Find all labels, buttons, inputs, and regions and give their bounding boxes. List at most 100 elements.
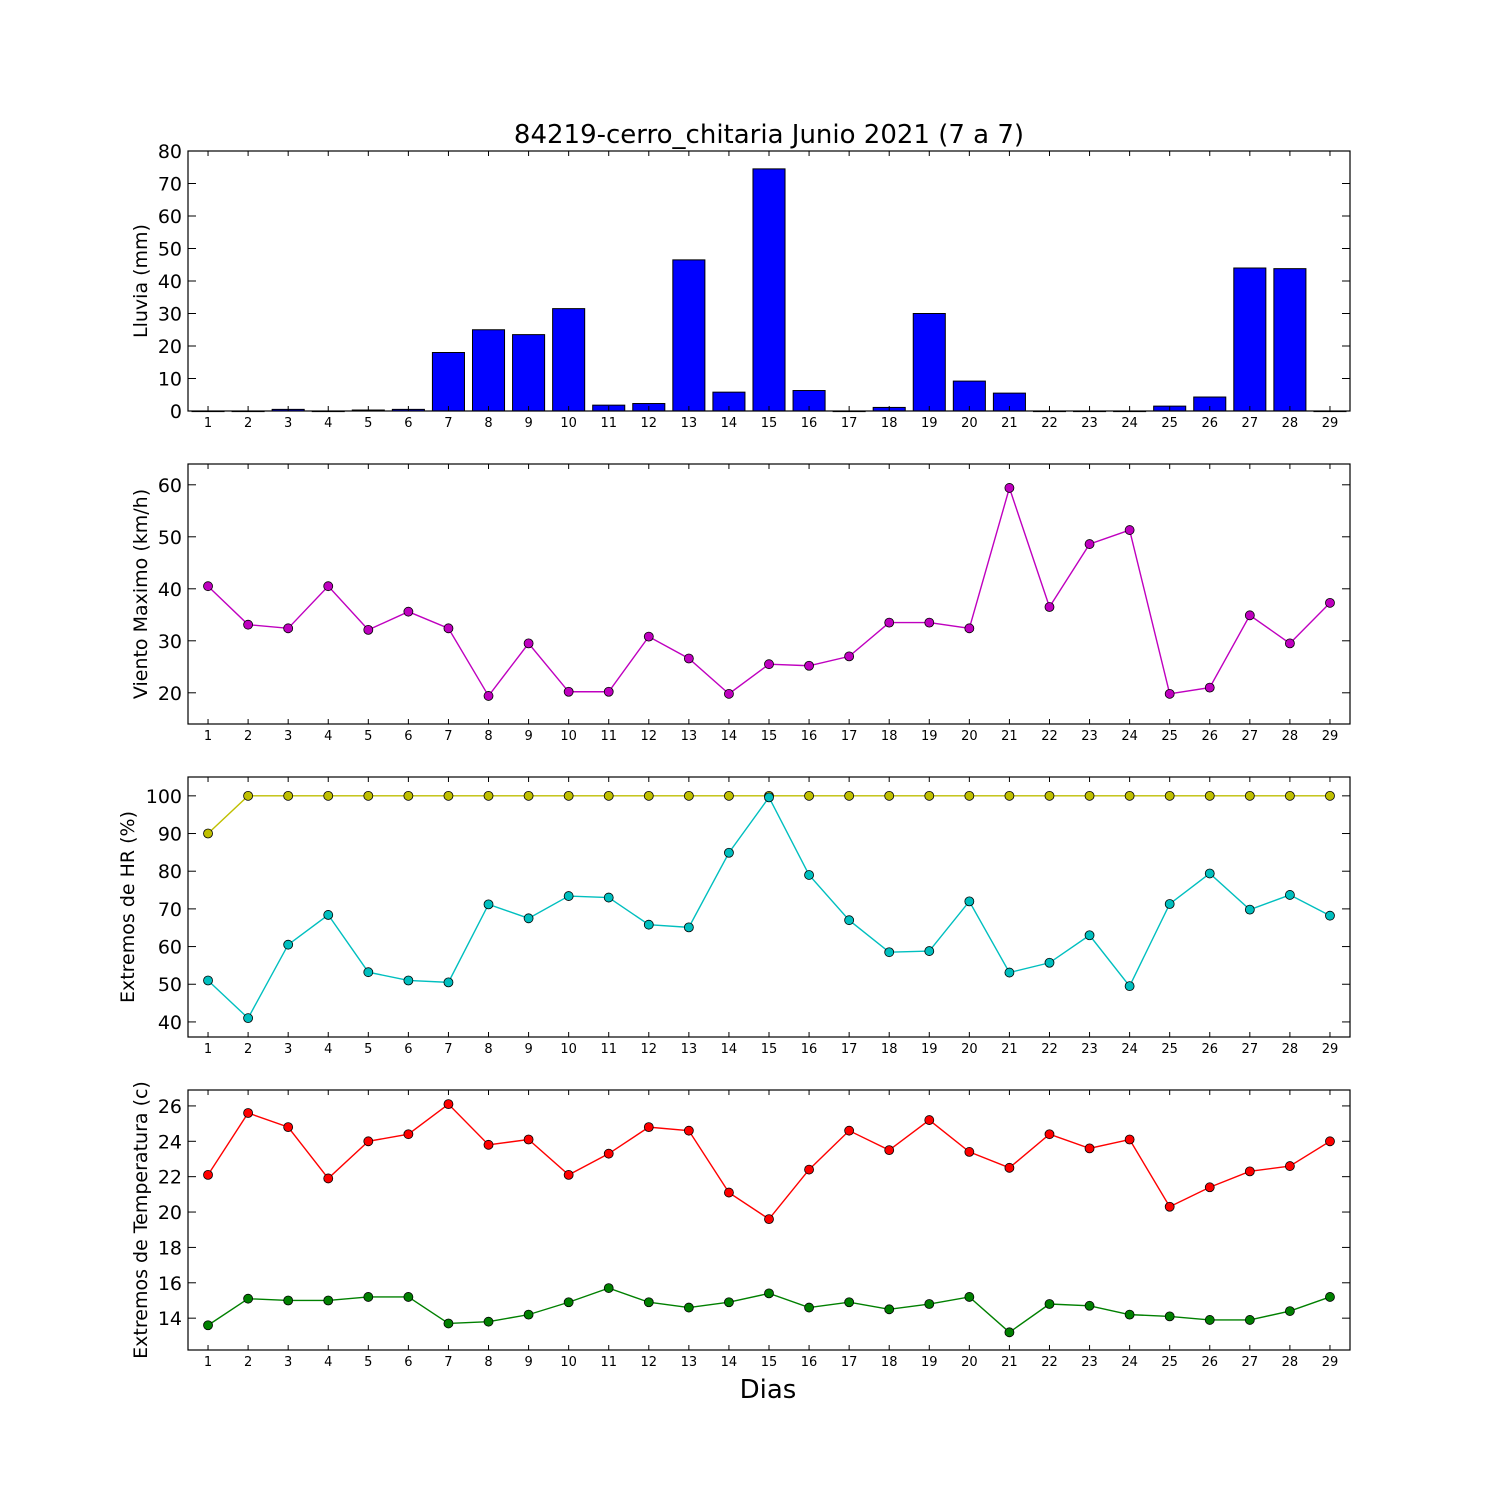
data-point-s2-day-27	[1244, 1315, 1255, 1325]
y-tick-label: 20	[158, 683, 182, 705]
x-tick-label: 11	[600, 1042, 617, 1057]
data-point-s1-day-13	[683, 653, 694, 664]
chart-title: 84219-cerro_chitaria Junio 2021 (7 a 7)	[514, 120, 1024, 150]
data-point-s1-day-28	[1284, 790, 1295, 801]
data-point-s2-day-14	[724, 1297, 734, 1308]
x-tick-label: 21	[1001, 416, 1018, 431]
x-tick-label: 14	[721, 1042, 738, 1057]
x-tick-label: 19	[921, 1355, 938, 1370]
y-axis-label: Extremos de HR (%)	[117, 811, 139, 1003]
data-point-s2-day-26	[1204, 868, 1215, 879]
data-point-s2-day-27	[1244, 904, 1255, 915]
x-tick-label: 15	[761, 416, 778, 431]
x-axis-label: Dias	[740, 1375, 797, 1405]
data-point-s1-day-17	[844, 1125, 855, 1136]
y-tick-label: 30	[158, 304, 182, 326]
x-tick-label: 5	[364, 1355, 372, 1370]
y-axis-label: Lluvia (mm)	[130, 224, 152, 338]
data-point-s1-day-25	[1164, 790, 1175, 801]
x-tick-label: 4	[324, 1042, 332, 1057]
data-point-s2-day-20	[964, 896, 975, 907]
y-tick-label: 30	[158, 631, 182, 653]
data-point-s1-day-23	[1084, 790, 1095, 801]
chart-panel-1: 1 2 3 4 5 6 7 8 9 10 11 12 13 14 15 16 17 18 19 20 21 22 23 24 2…	[130, 141, 1351, 431]
data-point-s2-day-21	[1004, 1327, 1015, 1338]
data-point-s1-day-18	[884, 790, 895, 801]
y-tick-label: 50	[158, 974, 182, 996]
data-point-s1-day-7	[443, 623, 454, 634]
y-tick-label: 0	[170, 401, 182, 423]
data-point-s1-day-19	[924, 1115, 935, 1125]
x-tick-label: 28	[1282, 416, 1299, 431]
data-point-s2-day-22	[1044, 1299, 1055, 1309]
y-tick-label: 14	[158, 1308, 182, 1330]
x-tick-label: 11	[600, 729, 617, 744]
x-tick-label: 13	[681, 416, 698, 431]
x-tick-label: 19	[921, 1042, 938, 1057]
x-tick-label: 24	[1121, 416, 1138, 431]
data-point-s2-day-13	[683, 922, 694, 933]
data-point-s2-day-1	[203, 1320, 213, 1331]
x-tick-label: 22	[1041, 1355, 1058, 1370]
bar-day-8	[471, 329, 506, 412]
data-point-s2-day-17	[844, 915, 855, 926]
bar-day-10	[552, 308, 586, 412]
data-point-s1-day-15	[764, 1214, 774, 1225]
data-point-s2-day-24	[1124, 1309, 1135, 1320]
data-point-s2-day-22	[1044, 957, 1055, 968]
x-tick-label: 13	[681, 729, 698, 744]
x-tick-label: 15	[761, 729, 778, 744]
x-tick-label: 2	[244, 1042, 252, 1057]
data-point-s2-day-13	[683, 1302, 694, 1313]
y-tick-label: 40	[158, 1012, 182, 1034]
x-tick-label: 9	[524, 729, 532, 744]
x-tick-label: 21	[1001, 1042, 1018, 1057]
x-tick-label: 26	[1201, 729, 1218, 744]
x-tick-label: 5	[364, 1042, 372, 1057]
data-point-s1-day-18	[884, 617, 895, 628]
data-point-s1-day-4	[323, 581, 334, 592]
data-point-s1-day-7	[443, 1099, 454, 1110]
data-point-s2-day-12	[643, 1297, 654, 1308]
x-tick-label: 16	[801, 416, 818, 431]
data-point-s1-day-1	[203, 828, 213, 839]
y-tick-label: 80	[158, 141, 182, 163]
data-point-s2-day-19	[924, 946, 935, 956]
data-point-s2-day-18	[884, 947, 895, 958]
data-point-s1-day-3	[283, 790, 294, 801]
data-point-s1-day-15	[764, 659, 774, 670]
x-tick-label: 20	[961, 1355, 978, 1370]
x-tick-label: 16	[801, 1042, 818, 1057]
data-point-s1-day-3	[283, 1122, 294, 1133]
data-point-s2-day-28	[1284, 890, 1295, 900]
x-tick-label: 3	[284, 1042, 292, 1057]
x-tick-label: 3	[284, 729, 292, 744]
data-point-s1-day-12	[643, 790, 654, 801]
x-tick-label: 17	[841, 1355, 858, 1370]
x-tick-label: 6	[404, 1042, 412, 1057]
x-tick-label: 8	[484, 1355, 492, 1370]
data-point-s2-day-15	[764, 792, 774, 803]
data-point-s1-day-19	[924, 790, 935, 801]
x-tick-label: 26	[1201, 1355, 1218, 1370]
data-point-s1-day-16	[804, 1164, 814, 1175]
x-tick-label: 1	[204, 729, 212, 744]
x-tick-label: 23	[1081, 729, 1098, 744]
y-tick-label: 60	[158, 937, 182, 959]
data-point-s1-day-27	[1244, 1166, 1255, 1177]
data-point-s1-day-6	[403, 790, 414, 801]
x-tick-label: 27	[1242, 416, 1259, 431]
data-point-s1-day-4	[323, 790, 334, 801]
x-tick-label: 6	[404, 416, 412, 431]
x-tick-label: 25	[1161, 1042, 1178, 1057]
x-tick-label: 27	[1242, 1042, 1259, 1057]
data-point-s1-day-23	[1084, 1143, 1095, 1154]
x-tick-label: 5	[364, 729, 372, 744]
data-point-s2-day-7	[443, 1318, 454, 1329]
x-tick-label: 29	[1322, 416, 1339, 431]
x-tick-label: 27	[1242, 1355, 1259, 1370]
y-tick-label: 100	[146, 786, 182, 808]
x-tick-label: 1	[204, 416, 212, 431]
x-tick-label: 7	[444, 1042, 452, 1057]
x-tick-label: 27	[1242, 729, 1259, 744]
